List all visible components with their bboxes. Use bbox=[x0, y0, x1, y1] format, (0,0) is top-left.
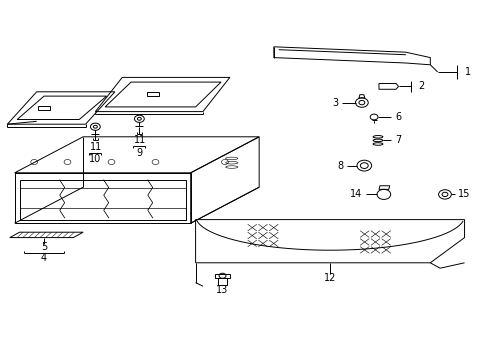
Text: 7: 7 bbox=[394, 135, 401, 145]
Text: 6: 6 bbox=[394, 112, 401, 122]
Text: 15: 15 bbox=[457, 189, 469, 199]
Text: 5: 5 bbox=[41, 242, 47, 252]
Text: 3: 3 bbox=[332, 98, 338, 108]
Text: 1: 1 bbox=[464, 67, 470, 77]
Text: 11: 11 bbox=[90, 142, 102, 152]
Text: 11: 11 bbox=[134, 135, 146, 145]
Text: 9: 9 bbox=[136, 148, 142, 158]
Text: 2: 2 bbox=[418, 81, 424, 91]
Text: 4: 4 bbox=[41, 253, 47, 263]
Text: 10: 10 bbox=[89, 154, 102, 164]
Text: 12: 12 bbox=[323, 273, 336, 283]
Text: 14: 14 bbox=[349, 189, 361, 199]
Text: 8: 8 bbox=[337, 161, 343, 171]
Text: 13: 13 bbox=[216, 285, 228, 295]
